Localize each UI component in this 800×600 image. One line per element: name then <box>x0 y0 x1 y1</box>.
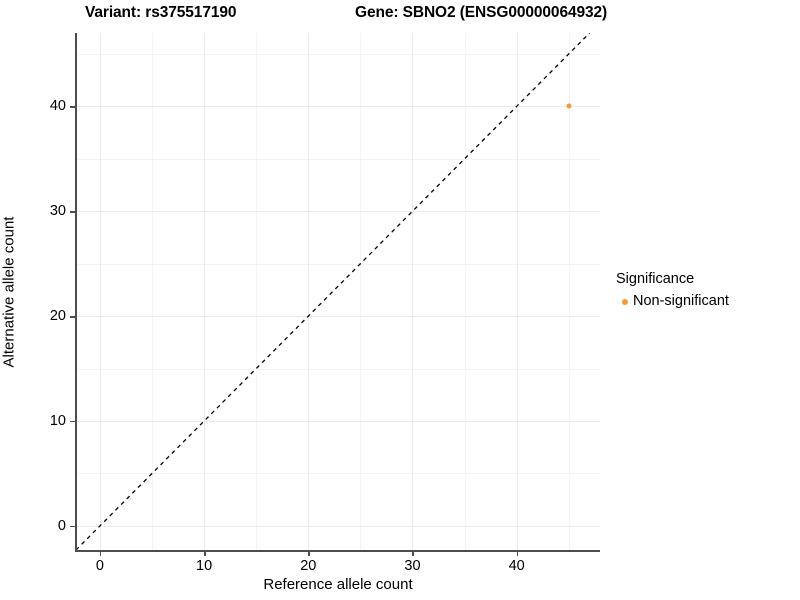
gridline-horizontal-major <box>76 211 600 213</box>
legend-title: Significance <box>616 271 695 287</box>
x-axis-tick-label: 0 <box>95 558 104 574</box>
y-axis-tick-label: 30 <box>49 203 66 220</box>
gridline-vertical-major <box>99 33 101 550</box>
y-axis-title: Alternative allele count <box>0 0 17 600</box>
gridline-horizontal-major <box>76 421 600 422</box>
x-axis-tick-label: 40 <box>508 558 525 574</box>
gridline-vertical-minor <box>464 33 466 550</box>
data-point[interactable] <box>566 103 572 109</box>
x-axis-tick-label: 30 <box>404 558 421 574</box>
y-axis-tick <box>70 106 75 108</box>
y-axis-title-text: Alternative allele count <box>0 216 17 368</box>
gridline-horizontal-minor <box>76 53 600 55</box>
y-axis-tick <box>70 421 75 423</box>
x-axis-tick <box>412 551 414 556</box>
identity-reference-line <box>76 33 600 550</box>
y-axis-tick <box>70 525 75 528</box>
y-axis-tick-labels: 0 10 20 30 40 <box>0 0 66 600</box>
page-title-variant: Variant: rs375517190 <box>85 4 237 21</box>
gridline-horizontal-major <box>76 525 600 527</box>
y-axis-tick <box>70 316 75 318</box>
y-axis-tick <box>70 211 75 213</box>
x-axis-tick <box>204 551 206 556</box>
chart-title-row: Variant: rs375517190 Gene: SBNO2 (ENSG00… <box>0 4 800 26</box>
gridline-vertical-minor <box>360 33 362 550</box>
gridline-vertical-major <box>308 33 310 550</box>
legend-item[interactable]: Non-significant <box>616 293 729 310</box>
legend-items-group: Non-significant <box>616 293 729 310</box>
legend-item-label: Non-significant <box>633 293 729 309</box>
gridline-vertical-minor <box>256 33 258 550</box>
gridline-horizontal-minor <box>76 368 600 370</box>
gridline-horizontal-major <box>76 106 600 108</box>
plot-panel <box>76 33 600 550</box>
x-axis-tick <box>99 551 102 556</box>
gridline-horizontal-minor <box>76 473 600 475</box>
gridline-vertical-major <box>412 33 414 550</box>
gridline-vertical-major <box>204 33 206 550</box>
legend-dot-icon <box>616 298 633 305</box>
y-axis-tick-label: 20 <box>49 308 66 325</box>
y-axis-tick-label: 10 <box>49 413 66 429</box>
x-axis-tick <box>308 551 310 556</box>
gridline-vertical-minor <box>568 33 570 550</box>
gridline-horizontal-minor <box>76 158 600 160</box>
y-axis-tick-label: 40 <box>49 98 66 115</box>
y-axis-line <box>75 33 77 551</box>
legend: Significance Non-significant <box>616 270 729 310</box>
y-axis-tick-label: 0 <box>57 517 66 534</box>
x-axis-tick <box>516 551 519 556</box>
gridline-vertical-minor <box>152 33 154 550</box>
gridline-horizontal-major <box>76 316 600 318</box>
x-axis-tick-label: 20 <box>300 558 317 574</box>
gridline-horizontal-minor <box>76 263 600 265</box>
x-axis-line <box>75 550 600 552</box>
x-axis-title: Reference allele count <box>263 576 413 593</box>
gridline-vertical-major <box>516 33 518 550</box>
x-axis-tick-label: 10 <box>196 558 213 574</box>
page-title-gene: Gene: SBNO2 (ENSG00000064932) <box>355 4 608 21</box>
